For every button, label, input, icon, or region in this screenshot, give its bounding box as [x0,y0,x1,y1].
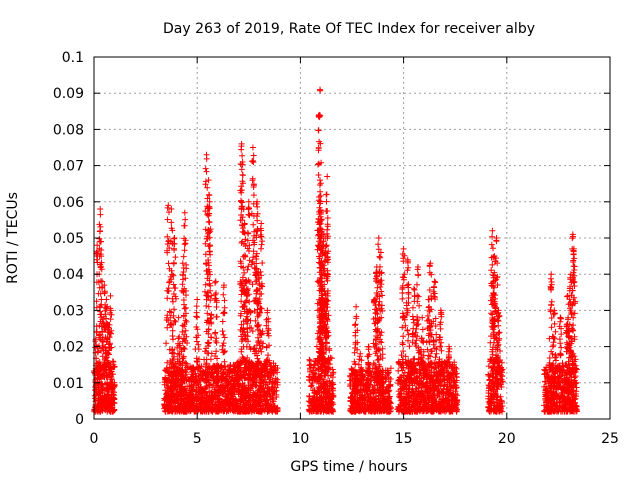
y-tick-label: 0.09 [53,86,84,102]
y-axis-label: ROTI / TECUs [5,192,21,284]
x-tick-label: 0 [90,431,99,447]
data-points [91,86,580,415]
y-tick-label: 0 [75,412,84,428]
y-tick-label: 0.05 [53,231,84,247]
data-point-markers [91,86,580,415]
y-tick-label: 0.06 [53,195,84,211]
y-tick-label: 0.01 [53,376,84,392]
axes: 0 0.01 0.02 0.03 0.04 0.05 0.06 0.07 0.08 0.09 0.1… [53,50,619,447]
x-tick-label: 10 [291,431,309,447]
y-tick-label: 0.02 [53,340,84,356]
y-tick-label: 0.07 [53,159,84,175]
x-tick-label: 20 [498,431,516,447]
x-axis-label: GPS time / hours [290,459,407,475]
x-tick-label: 15 [395,431,413,447]
y-tick-label: 0.1 [62,50,84,66]
x-tick-label: 5 [193,431,202,447]
x-tick-label: 25 [601,431,619,447]
chart-title: Day 263 of 2019, Rate Of TEC Index for r… [163,21,535,37]
y-tick-label: 0.08 [53,122,84,138]
y-tick-label: 0.03 [53,303,84,319]
plot-frame [93,56,611,420]
y-tick-label: 0.04 [53,267,84,283]
